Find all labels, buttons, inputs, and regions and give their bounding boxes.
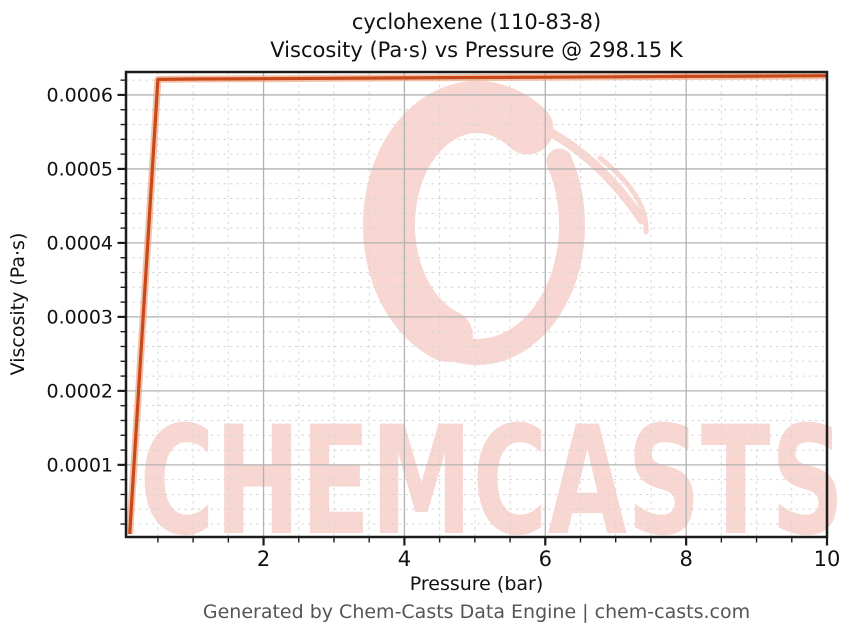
chart-title-line2: Viscosity (Pa·s) vs Pressure @ 298.15 K — [270, 38, 683, 62]
chart-title-line1: cyclohexene (110-83-8) — [351, 10, 602, 34]
axes-spines — [124, 70, 829, 539]
viscosity-series-line — [126, 72, 827, 535]
x-tick-label: 6 — [539, 547, 552, 571]
axis-ticks — [117, 79, 829, 546]
x-axis-label: Pressure (bar) — [409, 573, 544, 595]
y-tick-label: 0.0005 — [47, 158, 113, 180]
chart-title: cyclohexene (110-83-8) Viscosity (Pa·s) … — [126, 8, 827, 64]
y-tick-label: 0.0006 — [47, 84, 113, 106]
watermark-logo-icon — [362, 81, 649, 366]
y-tick-label: 0.0004 — [47, 232, 113, 254]
watermark: CHEMCASTS — [140, 81, 845, 569]
y-tick-label: 0.0003 — [47, 306, 113, 328]
x-tick-label: 4 — [398, 547, 411, 571]
y-tick-label: 0.0002 — [47, 380, 113, 402]
y-tick-label: 0.0001 — [47, 454, 113, 476]
x-tick-label: 2 — [257, 547, 270, 571]
grid-major — [126, 72, 828, 537]
watermark-text: CHEMCASTS — [140, 395, 845, 569]
y-axis-label: Viscosity (Pa·s) — [7, 232, 29, 376]
x-tick-label: 10 — [814, 547, 841, 571]
x-tick-label: 8 — [679, 547, 692, 571]
axis-tick-labels: 2 4 6 8 10 0.0001 0.0002 0.0003 0.0004 0.0005 0.00… — [47, 84, 841, 571]
footer-credit: Generated by Chem-Casts Data Engine | ch… — [202, 601, 751, 623]
